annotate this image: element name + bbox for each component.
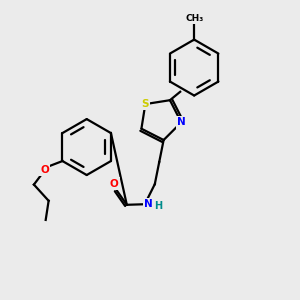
Text: S: S — [142, 99, 149, 109]
Text: N: N — [177, 117, 186, 128]
Text: O: O — [40, 165, 49, 175]
Text: CH₃: CH₃ — [185, 14, 203, 23]
Text: O: O — [110, 178, 118, 189]
Text: N: N — [144, 199, 153, 209]
Text: H: H — [154, 201, 162, 211]
